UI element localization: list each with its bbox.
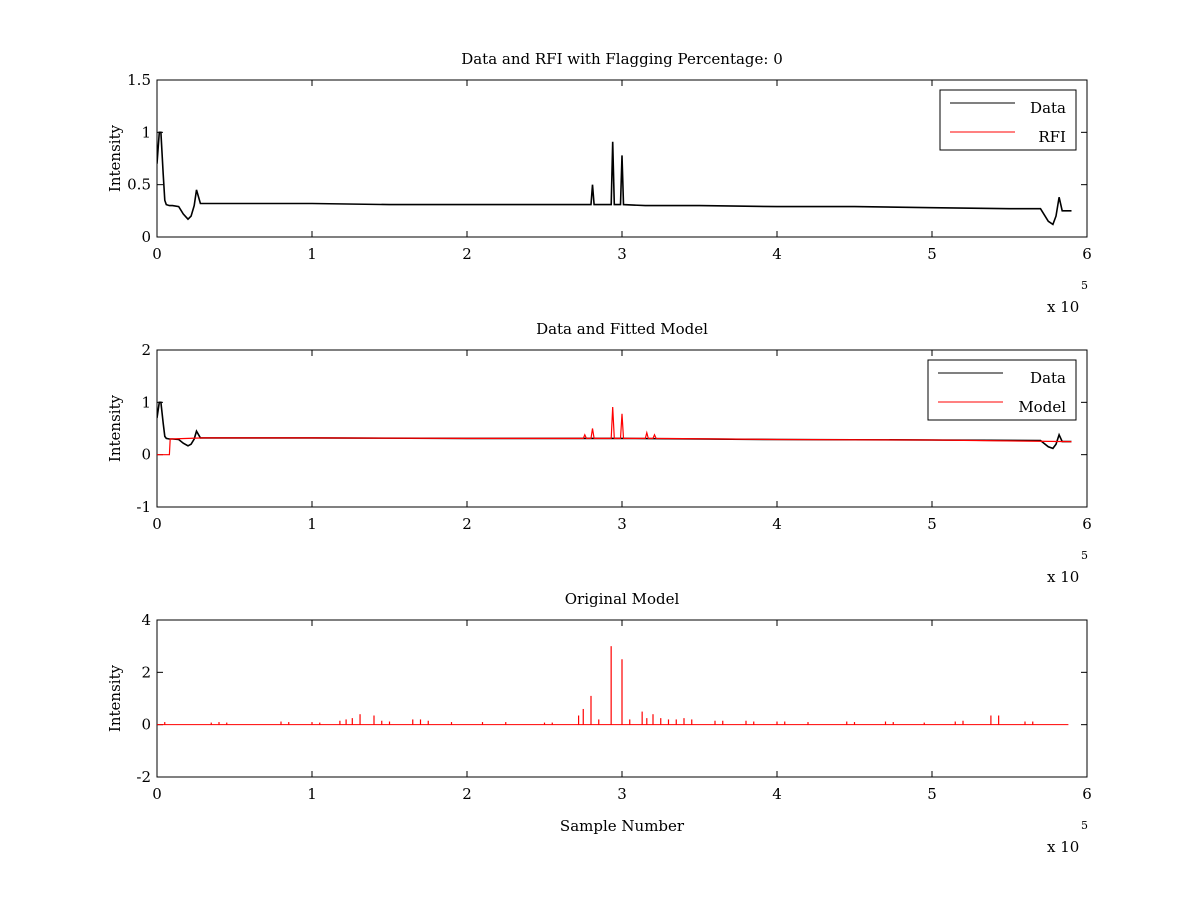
legend-label-model: Model xyxy=(1018,398,1066,416)
y-axis-label: Intensity xyxy=(106,664,124,732)
legend-label-data: Data xyxy=(1030,369,1066,387)
y-axis-label: Intensity xyxy=(106,124,124,192)
plot-title: Data and RFI with Flagging Percentage: 0 xyxy=(461,50,783,68)
x-tick-label: 6 xyxy=(1082,515,1092,533)
x-exponent-power: 5 xyxy=(1081,279,1088,292)
y-tick-label: 0 xyxy=(141,228,151,246)
legend: Data Model xyxy=(927,359,1077,421)
y-tick-label: 1 xyxy=(141,393,151,411)
x-tick-label: 3 xyxy=(617,245,627,263)
x-exponent-base: x 10 xyxy=(1047,298,1079,316)
legend: Data RFI xyxy=(939,89,1077,151)
x-tick-label: 4 xyxy=(772,515,782,533)
x-axis-label: Sample Number xyxy=(560,817,685,835)
series-line-data xyxy=(157,401,1072,450)
series-line-model xyxy=(157,406,1072,456)
y-tick-label: -2 xyxy=(136,768,151,786)
y-tick-label: 4 xyxy=(141,611,151,629)
x-tick-label: 1 xyxy=(307,785,317,803)
legend-label-data: Data xyxy=(1030,99,1066,117)
x-tick-label: 5 xyxy=(927,245,937,263)
x-tick-label: 1 xyxy=(307,245,317,263)
x-tick-label: 5 xyxy=(927,515,937,533)
x-exponent-base: x 10 xyxy=(1047,838,1079,856)
x-tick-label: 3 xyxy=(617,515,627,533)
x-tick-label: 4 xyxy=(772,245,782,263)
y-tick-label: -1 xyxy=(136,498,151,516)
x-tick-label: 6 xyxy=(1082,785,1092,803)
x-exponent-power: 5 xyxy=(1081,819,1088,832)
plot-area xyxy=(157,646,1069,726)
y-tick-label: 1 xyxy=(141,123,151,141)
x-exponent-power: 5 xyxy=(1081,549,1088,562)
legend-label-rfi: RFI xyxy=(1038,128,1066,146)
y-tick-label: 0.5 xyxy=(127,176,151,194)
y-tick-label: 2 xyxy=(141,341,151,359)
plot-title: Original Model xyxy=(565,590,680,608)
x-tick-label: 2 xyxy=(462,785,472,803)
x-tick-label: 5 xyxy=(927,785,937,803)
y-axis-label: Intensity xyxy=(106,394,124,462)
x-tick-label: 1 xyxy=(307,515,317,533)
plot-area xyxy=(157,131,1072,226)
series-line-data xyxy=(157,131,1072,226)
legend-box xyxy=(927,359,1077,421)
x-exponent-base: x 10 xyxy=(1047,568,1079,586)
y-tick-label: 0 xyxy=(141,716,151,734)
x-tick-label: 3 xyxy=(617,785,627,803)
plot-title: Data and Fitted Model xyxy=(536,320,708,338)
plot-area xyxy=(157,401,1072,456)
y-tick-label: 2 xyxy=(141,663,151,681)
x-tick-label: 0 xyxy=(152,245,162,263)
x-tick-label: 2 xyxy=(462,515,472,533)
legend-box xyxy=(939,89,1077,151)
y-tick-label: 0 xyxy=(141,446,151,464)
x-tick-label: 6 xyxy=(1082,245,1092,263)
y-tick-label: 1.5 xyxy=(127,71,151,89)
x-tick-label: 0 xyxy=(152,785,162,803)
x-tick-label: 0 xyxy=(152,515,162,533)
x-tick-label: 4 xyxy=(772,785,782,803)
x-tick-label: 2 xyxy=(462,245,472,263)
